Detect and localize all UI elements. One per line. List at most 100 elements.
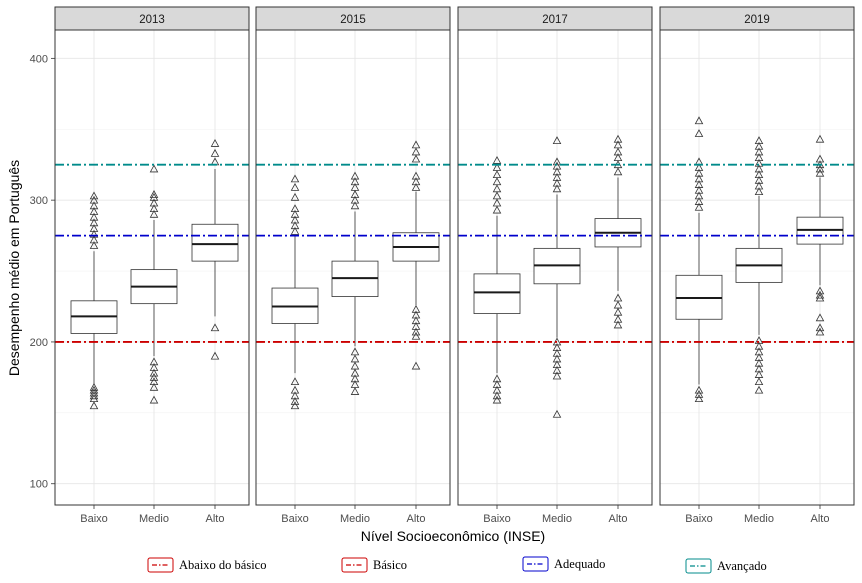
- legend-label: Adequado: [554, 557, 605, 571]
- box-2017-Medio: [533, 136, 581, 418]
- outlier-point: [411, 331, 421, 340]
- outlier-point: [694, 180, 704, 188]
- y-tick-label: 100: [30, 479, 48, 491]
- outlier-point: [552, 184, 562, 193]
- outlier-point: [815, 168, 825, 177]
- outlier-point: [89, 201, 99, 210]
- strip-label-2019: 2019: [744, 14, 770, 26]
- panel-border: [54, 29, 250, 506]
- outlier-point: [492, 170, 502, 179]
- outlier-point: [694, 163, 704, 171]
- outlier-point: [290, 209, 300, 218]
- outlier-point: [815, 134, 825, 143]
- outlier-point: [411, 316, 421, 325]
- outlier-point: [754, 358, 764, 367]
- outlier-point: [754, 187, 764, 196]
- outlier-point: [149, 395, 159, 404]
- outlier-point: [290, 226, 300, 235]
- outlier-point: [694, 191, 704, 200]
- outlier-point: [290, 391, 300, 400]
- box-2017-Alto: [594, 134, 642, 329]
- outlier-point: [411, 147, 421, 156]
- box-2013-Medio: [130, 164, 178, 404]
- outlier-point: [754, 170, 764, 179]
- y-tick-label: 400: [30, 53, 48, 65]
- outlier-point: [815, 323, 825, 332]
- x-tick-label: Baixo: [281, 513, 309, 525]
- outlier-point: [694, 385, 704, 394]
- legend-item: Abaixo do básico: [147, 557, 266, 573]
- outlier-point: [754, 181, 764, 190]
- panel-border: [659, 29, 855, 506]
- outlier-point: [815, 154, 825, 163]
- outlier-point: [613, 140, 623, 149]
- outlier-point: [411, 154, 421, 163]
- legend-label: Abaixo do básico: [179, 558, 266, 572]
- box-2015-Baixo: [271, 174, 319, 410]
- outlier-point: [149, 368, 159, 377]
- outlier-point: [411, 171, 421, 180]
- outlier-point: [815, 290, 825, 299]
- outlier-point: [149, 198, 159, 207]
- x-tick-label: Medio: [542, 513, 572, 525]
- outlier-point: [149, 190, 159, 198]
- outlier-point: [89, 191, 99, 200]
- outlier-point: [492, 395, 502, 404]
- outlier-point: [552, 371, 562, 380]
- outlier-point: [411, 304, 421, 313]
- outlier-point: [350, 182, 360, 191]
- outlier-point: [613, 314, 623, 323]
- outlier-point: [694, 185, 704, 194]
- outlier-point: [492, 184, 502, 193]
- outlier-point: [492, 198, 502, 207]
- outlier-point: [210, 323, 220, 332]
- outlier-point: [694, 202, 704, 211]
- outlier-point: [815, 293, 825, 302]
- outlier-point: [492, 391, 502, 400]
- x-tick-label: Alto: [407, 513, 426, 525]
- outlier-point: [149, 377, 159, 386]
- outlier-point: [552, 161, 562, 170]
- outlier-point: [754, 147, 764, 156]
- legend-label: Básico: [373, 558, 407, 572]
- outlier-point: [754, 341, 764, 350]
- outlier-point: [754, 164, 764, 173]
- outlier-point: [411, 140, 421, 149]
- outlier-point: [210, 351, 220, 360]
- outlier-point: [492, 205, 502, 214]
- outlier-point: [492, 191, 502, 200]
- x-tick-label: Baixo: [685, 513, 713, 525]
- outlier-point: [694, 197, 704, 205]
- y-axis-title: Desempenho médio em Português: [6, 160, 22, 376]
- panel-border: [255, 29, 451, 506]
- outlier-point: [754, 141, 764, 150]
- outlier-point: [290, 401, 300, 410]
- outlier-point: [149, 357, 159, 366]
- outlier-point: [89, 212, 99, 221]
- outlier-point: [754, 347, 764, 356]
- outlier-point: [613, 134, 623, 143]
- outlier-point: [350, 195, 360, 204]
- panel-2013: 2013 Baixo Medio Alto: [54, 6, 250, 525]
- outlier-point: [552, 409, 562, 418]
- x-tick-label: Medio: [340, 513, 370, 525]
- outlier-point: [492, 374, 502, 383]
- x-tick-label: Baixo: [80, 513, 108, 525]
- legend-item: Básico: [341, 557, 407, 573]
- outlier-point: [149, 209, 159, 218]
- outlier-point: [89, 401, 99, 410]
- outlier-point: [89, 195, 99, 204]
- y-tick-label: 200: [30, 337, 48, 349]
- box-2013-Baixo: [70, 191, 118, 410]
- strip-label-2013: 2013: [139, 14, 165, 26]
- strip-label-2017: 2017: [542, 14, 568, 26]
- panel-2017: 2017 Baixo Medio Alto: [457, 6, 653, 525]
- x-axis-title: Nível Socioeconômico (INSE): [361, 528, 545, 544]
- outlier-point: [754, 336, 764, 344]
- outlier-point: [149, 164, 159, 173]
- outlier-point: [552, 348, 562, 357]
- outlier-point: [411, 182, 421, 191]
- outlier-point: [552, 360, 562, 369]
